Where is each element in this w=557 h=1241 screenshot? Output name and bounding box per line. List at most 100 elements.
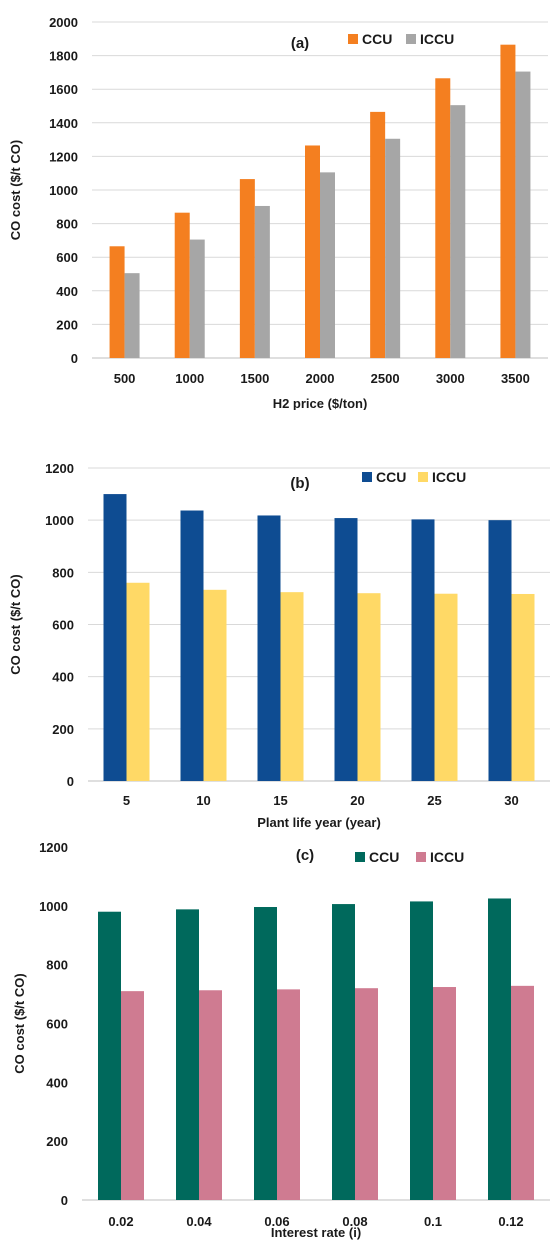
x-tick-label: 2000 xyxy=(306,371,335,386)
x-tick-label: 5 xyxy=(123,793,130,808)
y-tick-label: 1000 xyxy=(45,513,74,528)
x-tick-label: 0.08 xyxy=(342,1214,367,1229)
bar-ccu-15 xyxy=(257,515,281,781)
x-axis-title: Plant life year (year) xyxy=(257,815,381,830)
legend-swatch-iccu xyxy=(418,472,428,482)
bar-iccu-2000 xyxy=(320,172,335,358)
y-axis-title: CO cost ($/t CO) xyxy=(8,140,23,240)
y-tick-label: 800 xyxy=(56,217,78,232)
legend-swatch-iccu xyxy=(416,852,426,862)
y-tick-label: 200 xyxy=(52,722,74,737)
x-tick-label: 2500 xyxy=(371,371,400,386)
y-tick-label: 1200 xyxy=(49,149,78,164)
y-tick-label: 1400 xyxy=(49,116,78,131)
y-tick-label: 600 xyxy=(46,1017,68,1032)
bar-ccu-0.1 xyxy=(410,901,433,1200)
y-tick-label: 0 xyxy=(61,1193,68,1208)
y-tick-label: 1200 xyxy=(39,840,68,855)
bar-iccu-3500 xyxy=(515,71,531,358)
y-tick-label: 2000 xyxy=(49,15,78,30)
bar-ccu-1000 xyxy=(174,212,190,358)
bar-iccu-2500 xyxy=(385,138,401,358)
x-tick-label: 0.12 xyxy=(498,1214,523,1229)
panel-label: (a) xyxy=(291,35,309,52)
bar-ccu-0.02 xyxy=(98,911,121,1200)
y-axis-title: CO cost ($/t CO) xyxy=(12,973,27,1073)
chart-a-h2-price: 0 200 400 600 800 1000 1200 1400 1600 1800 2000 500… xyxy=(8,15,548,410)
bar-ccu-0.06 xyxy=(254,907,277,1200)
x-tick-label: 500 xyxy=(114,371,136,386)
bar-iccu-0.12 xyxy=(511,985,534,1200)
bar-iccu-15 xyxy=(280,592,304,781)
panel-label: (b) xyxy=(290,475,309,492)
y-tick-label: 600 xyxy=(52,618,74,633)
bar-iccu-30 xyxy=(511,593,535,781)
x-axis-title: H2 price ($/ton) xyxy=(273,396,368,410)
bar-ccu-20 xyxy=(334,518,358,781)
y-tick-label: 1000 xyxy=(49,183,78,198)
y-tick-label: 400 xyxy=(52,670,74,685)
bar-ccu-0.04 xyxy=(176,909,199,1200)
x-tick-label: 10 xyxy=(196,793,210,808)
bar-ccu-500 xyxy=(109,246,125,358)
bar-ccu-5 xyxy=(103,494,127,781)
legend-label-iccu: ICCU xyxy=(432,469,466,485)
legend-label-ccu: CCU xyxy=(376,469,406,485)
bar-iccu-0.08 xyxy=(355,988,378,1200)
y-tick-label: 1000 xyxy=(39,899,68,914)
y-tick-label: 800 xyxy=(52,565,74,580)
bar-iccu-0.06 xyxy=(277,989,300,1200)
chart-c-interest-rate: 0 200 400 600 800 1000 1200 0.02 0.04 0.06 0.08 0.1… xyxy=(12,840,550,1240)
legend-label-ccu: CCU xyxy=(362,31,392,47)
bar-iccu-3000 xyxy=(450,105,466,358)
y-tick-label: 400 xyxy=(46,1075,68,1090)
y-axis-title: CO cost ($/t CO) xyxy=(8,574,23,674)
legend-swatch-ccu xyxy=(362,472,372,482)
x-tick-label: 0.04 xyxy=(186,1214,212,1229)
x-tick-label: 1000 xyxy=(175,371,204,386)
bar-ccu-25 xyxy=(411,519,435,781)
x-axis-title: Interest rate (i) xyxy=(271,1225,361,1240)
x-tick-label: 0.02 xyxy=(108,1214,133,1229)
bar-iccu-0.1 xyxy=(433,987,456,1200)
x-tick-label: 20 xyxy=(350,793,364,808)
bar-iccu-0.02 xyxy=(121,991,144,1200)
x-tick-label: 25 xyxy=(427,793,441,808)
bar-ccu-0.12 xyxy=(488,898,511,1200)
bar-ccu-10 xyxy=(180,510,204,781)
legend-label-ccu: CCU xyxy=(369,849,399,865)
legend-swatch-iccu xyxy=(406,34,416,44)
y-tick-label: 200 xyxy=(46,1134,68,1149)
bar-iccu-1500 xyxy=(254,205,270,358)
panel-label: (c) xyxy=(296,847,314,864)
bar-iccu-0.04 xyxy=(199,990,222,1200)
bar-ccu-2500 xyxy=(370,111,386,358)
x-tick-label: 15 xyxy=(273,793,287,808)
y-tick-label: 600 xyxy=(56,250,78,265)
bar-iccu-500 xyxy=(124,273,140,358)
y-tick-label: 1600 xyxy=(49,82,78,97)
bar-ccu-30 xyxy=(488,520,512,781)
bar-iccu-10 xyxy=(203,589,227,781)
y-tick-label: 800 xyxy=(46,958,68,973)
legend-swatch-ccu xyxy=(348,34,358,44)
x-tick-label: 3000 xyxy=(436,371,465,386)
legend-swatch-ccu xyxy=(355,852,365,862)
y-tick-label: 1200 xyxy=(45,461,74,476)
bar-ccu-3500 xyxy=(500,44,516,359)
y-tick-label: 200 xyxy=(56,317,78,332)
bar-iccu-25 xyxy=(434,593,458,781)
y-tick-label: 1800 xyxy=(49,49,78,64)
bar-iccu-5 xyxy=(126,582,150,781)
legend-label-iccu: ICCU xyxy=(420,31,454,47)
x-tick-label: 0.06 xyxy=(264,1214,289,1229)
x-tick-label: 3500 xyxy=(501,371,530,386)
bar-ccu-2000 xyxy=(305,145,320,358)
bar-ccu-1500 xyxy=(239,179,255,358)
chart-b-plant-life: 0 200 400 600 800 1000 1200 5 10 15 20 25 30 Plant li… xyxy=(8,461,550,830)
bar-ccu-3000 xyxy=(435,78,451,358)
y-tick-label: 0 xyxy=(67,774,74,789)
y-tick-label: 400 xyxy=(56,284,78,299)
legend-label-iccu: ICCU xyxy=(430,849,464,865)
bar-iccu-20 xyxy=(357,593,381,781)
